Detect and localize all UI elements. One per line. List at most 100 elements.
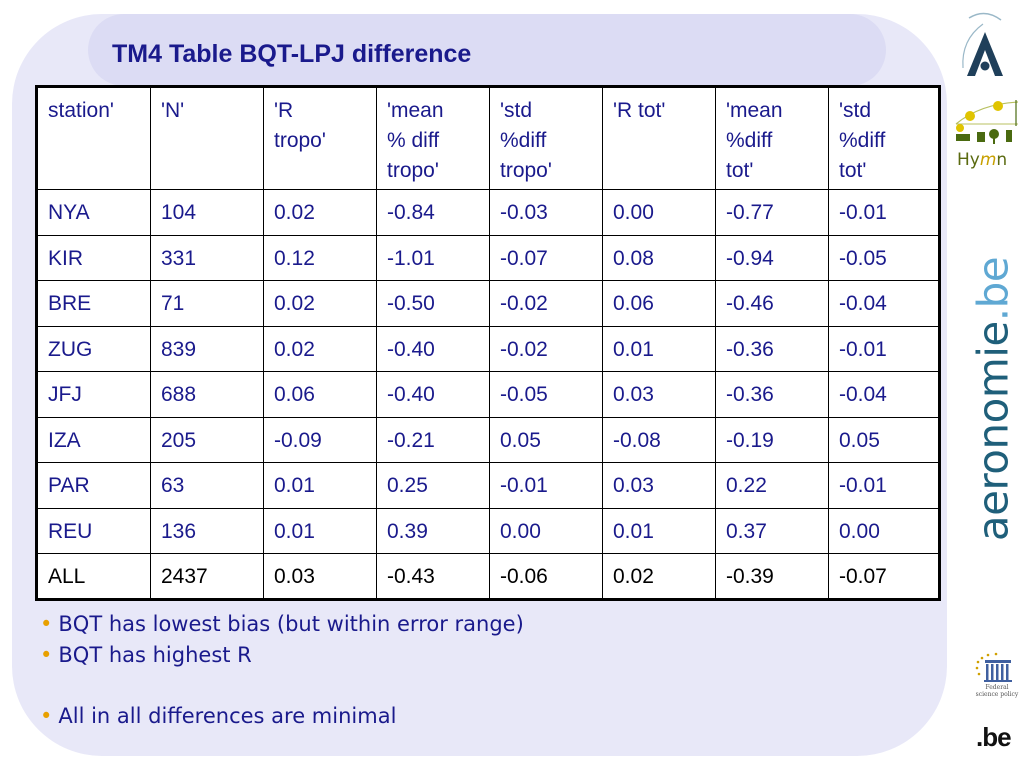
table-cell: 0.01 [602, 325, 716, 372]
table-cell: -0.02 [489, 325, 603, 372]
column-header: 'N' [150, 86, 264, 190]
page-title: TM4 Table BQT-LPJ difference [112, 40, 472, 68]
column-header-line: %diff [500, 129, 547, 152]
table-cell: 0.06 [602, 280, 716, 327]
table-cell: -0.05 [828, 234, 940, 281]
hymn-logo-text: Hymn [957, 150, 1007, 170]
table-total-row: ALL 2437 0.03 -0.43 -0.06 0.02 -0.39 -0.07 [36, 553, 940, 600]
station-cell: IZA [36, 416, 151, 463]
bullet-marker: • [40, 643, 53, 667]
station-cell: JFJ [36, 371, 151, 418]
table-cell: 688 [150, 371, 264, 418]
table-cell: -0.08 [602, 416, 716, 463]
table-cell: -0.05 [489, 371, 603, 418]
column-header-line: tot' [726, 159, 754, 182]
column-header: 'R tropo' [263, 86, 377, 190]
table-cell: 0.02 [263, 325, 377, 372]
table-cell: -0.40 [376, 371, 490, 418]
column-header-line: 'std [839, 99, 872, 122]
table-row: JFJ 688 0.06 -0.40 -0.05 0.03 -0.36 -0.04 [36, 371, 940, 418]
table-cell: -0.36 [715, 371, 829, 418]
bullet-text: BQT has lowest bias (but within error ra… [58, 612, 524, 636]
table-cell: -0.84 [376, 189, 490, 236]
table-cell: -0.19 [715, 416, 829, 463]
table-cell: -0.01 [489, 462, 603, 509]
site-url-name: aeronomie [968, 321, 1018, 542]
table-cell: 0.12 [263, 234, 377, 281]
table-cell: -1.01 [376, 234, 490, 281]
site-url-container: aeronomie.be [968, 228, 1018, 570]
table-cell: 71 [150, 280, 264, 327]
table-cell: 0.02 [263, 189, 377, 236]
table-cell: 0.05 [489, 416, 603, 463]
site-url-tld: .be [968, 256, 1018, 322]
column-header-line: tot' [839, 159, 867, 182]
station-cell: ALL [36, 553, 151, 600]
hymn-logo-icon [955, 100, 1019, 144]
table-row: ZUG 839 0.02 -0.40 -0.02 0.01 -0.36 -0.01 [36, 325, 940, 372]
table-cell: -0.01 [828, 189, 940, 236]
column-header: station' [36, 86, 151, 190]
station-cell: REU [36, 507, 151, 554]
table-header-row: station' 'N' 'R tropo''mean% diff tropo''std… [36, 86, 940, 190]
column-header-line: 'R [274, 99, 294, 122]
table-cell: 0.00 [602, 189, 716, 236]
hymn-text-m: m [979, 150, 997, 170]
aeronomie-logo-icon [962, 12, 1003, 76]
column-header: 'R tot' [602, 86, 716, 190]
table-row: BRE 71 0.02 -0.50 -0.02 0.06 -0.46 -0.04 [36, 280, 940, 327]
bullet-text: All in all differences are minimal [58, 704, 397, 728]
bullet-item: • All in all differences are minimal [40, 704, 396, 728]
bullet-item: • BQT has lowest bias (but within error r… [40, 612, 524, 636]
table-row: KIR 331 0.12 -1.01 -0.07 0.08 -0.94 -0.05 [36, 234, 940, 281]
bullet-item: • BQT has highest R [40, 643, 252, 667]
station-cell: NYA [36, 189, 151, 236]
be-logo: .be [976, 722, 1012, 752]
column-header-line: 'mean [726, 99, 783, 122]
table-cell: -0.07 [828, 553, 940, 600]
table-cell: 0.03 [602, 371, 716, 418]
table-cell: -0.46 [715, 280, 829, 327]
table-cell: 0.03 [602, 462, 716, 509]
table-cell: -0.40 [376, 325, 490, 372]
station-cell: ZUG [36, 325, 151, 372]
station-cell: KIR [36, 234, 151, 281]
table-cell: -0.36 [715, 325, 829, 372]
table-cell: -0.02 [489, 280, 603, 327]
table-cell: 0.01 [263, 462, 377, 509]
table-cell: 0.05 [828, 416, 940, 463]
column-header-line: 'std [500, 99, 533, 122]
table-cell: -0.39 [715, 553, 829, 600]
table-row: IZA 205 -0.09 -0.21 0.05 -0.08 -0.19 0.05 [36, 416, 940, 463]
column-header-line: station' [48, 99, 114, 122]
table-cell: 0.37 [715, 507, 829, 554]
table-cell: -0.50 [376, 280, 490, 327]
table-cell: 104 [150, 189, 264, 236]
table-cell: -0.03 [489, 189, 603, 236]
table-cell: 0.06 [263, 371, 377, 418]
bullet-marker: • [40, 612, 53, 636]
title-bar [88, 14, 886, 86]
table-row: NYA 104 0.02 -0.84 -0.03 0.00 -0.77 -0.01 [36, 189, 940, 236]
table-cell: 0.00 [828, 507, 940, 554]
table-cell: 2437 [150, 553, 264, 600]
column-header-line: 'R tot' [613, 99, 666, 122]
table-cell: -0.04 [828, 280, 940, 327]
column-header-line: tropo' [500, 159, 552, 182]
column-header-line: %diff [839, 129, 886, 152]
column-header: 'mean % diff tropo' [376, 86, 490, 190]
table-cell: -0.04 [828, 371, 940, 418]
difference-table: station' 'N' 'R tropo''mean% diff tropo''std… [35, 85, 941, 601]
column-header: 'std %diff tot' [828, 86, 940, 190]
bullet-text: BQT has highest R [58, 643, 252, 667]
belspo-logo-text: Federal science policy [975, 684, 1019, 698]
table-cell: 0.08 [602, 234, 716, 281]
column-header: 'mean %diff tot' [715, 86, 829, 190]
table-cell: 0.00 [489, 507, 603, 554]
table-cell: 0.01 [263, 507, 377, 554]
table-cell: -0.43 [376, 553, 490, 600]
table-cell: 0.01 [602, 507, 716, 554]
site-url: aeronomie.be [969, 257, 1018, 541]
table-cell: 331 [150, 234, 264, 281]
